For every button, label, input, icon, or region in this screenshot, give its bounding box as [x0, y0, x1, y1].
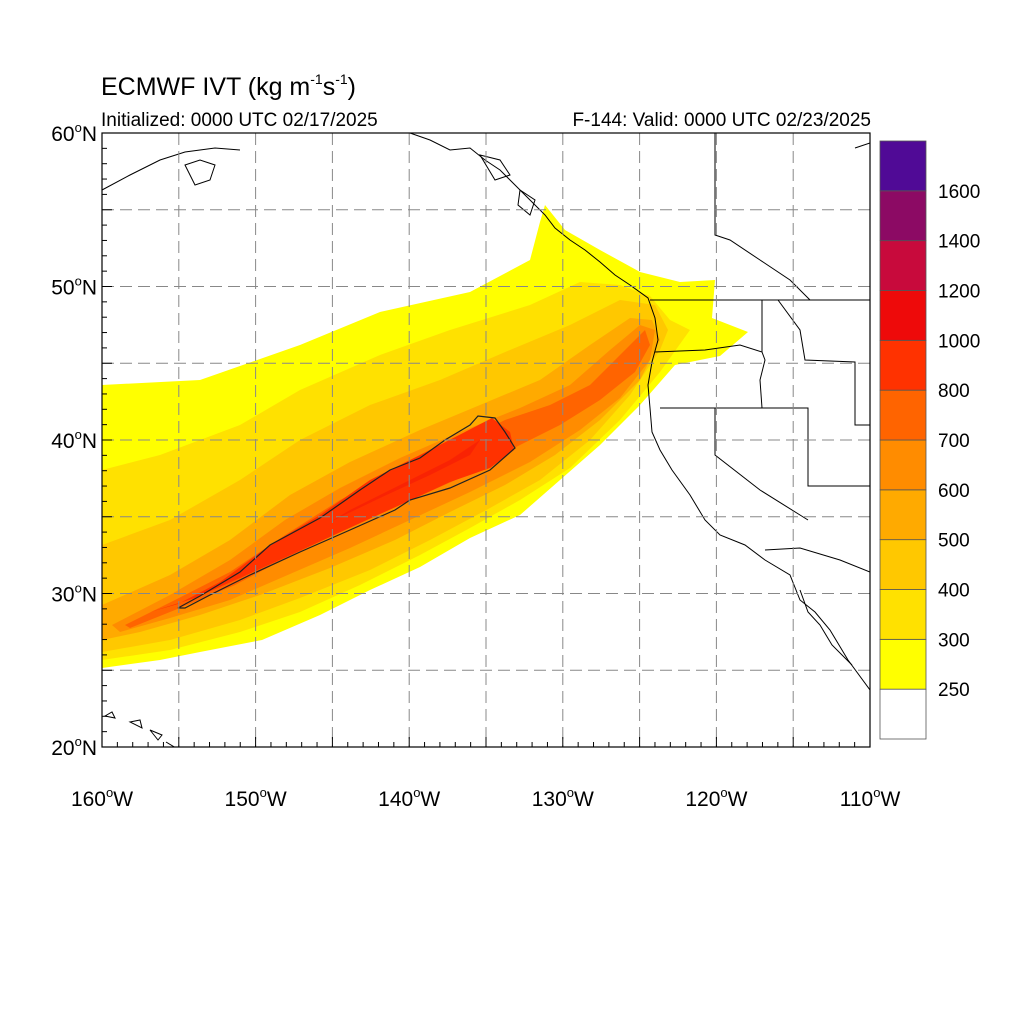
colorbar-swatch-5: [879, 439, 927, 491]
minor-ticks: [101, 132, 871, 748]
title-text-s: s: [322, 73, 336, 101]
lon-label-140: 140oW: [378, 785, 440, 811]
colorbar-label-800: 800: [938, 381, 970, 402]
lon-label-120: 120oW: [685, 785, 747, 811]
lon-label-150: 150oW: [225, 785, 287, 811]
colorbar-label-600: 600: [938, 481, 970, 502]
colorbar-swatch-8: [879, 290, 927, 341]
colorbar-swatch-10: [879, 190, 927, 242]
lon-label-160: 160oW: [71, 785, 133, 811]
colorbar-swatch-3: [879, 539, 927, 590]
colorbar-label-1200: 1200: [938, 282, 980, 303]
colorbar-label-400: 400: [938, 581, 970, 602]
initialized-label: Initialized: 0000 UTC 02/17/2025: [101, 110, 378, 131]
lat-label-40: 40oN: [51, 427, 97, 453]
colorbar-label-1600: 1600: [938, 182, 980, 203]
colorbar-swatch-7: [879, 339, 927, 391]
colorbar-label-700: 700: [938, 431, 970, 452]
lat-label-20: 20oN: [51, 734, 97, 760]
colorbar-swatch-2: [879, 589, 927, 640]
title-text: ECMWF IVT (kg m: [101, 73, 311, 101]
colorbar-label-250: 250: [938, 680, 970, 701]
colorbar: 250 300 400 500 600 700 800 1000 1200 1400 1600: [879, 140, 980, 740]
longitude-labels: 160oW 150oW 140oW 130oW 120oW 110oW: [71, 785, 901, 811]
colorbar-label-500: 500: [938, 531, 970, 552]
colorbar-swatch-11: [879, 140, 927, 192]
colorbar-swatch-9: [879, 240, 927, 291]
lat-label-30: 30oN: [51, 581, 97, 607]
colorbar-swatch-0: [879, 688, 927, 740]
colorbar-label-1400: 1400: [938, 232, 980, 253]
lon-label-110: 110oW: [840, 785, 901, 811]
graticule: [102, 133, 870, 747]
title-exponent-1: -1: [310, 71, 323, 87]
ivt-contour: [177, 415, 516, 609]
colorbar-swatch-6: [879, 389, 927, 441]
ivt-band-1000: [300, 440, 480, 540]
valid-time-label: F-144: Valid: 0000 UTC 02/23/2025: [572, 110, 871, 131]
lat-label-50: 50oN: [51, 274, 97, 300]
ivt-shading: [102, 205, 748, 668]
chart-title: ECMWF IVT (kg m-1s-1): [101, 72, 356, 102]
colorbar-label-1000: 1000: [938, 331, 980, 352]
lon-label-130: 130oW: [532, 785, 594, 811]
title-close: ): [347, 73, 356, 101]
latitude-labels: 60oN 50oN 40oN 30oN 20oN: [51, 120, 97, 760]
title-exponent-2: -1: [335, 71, 348, 87]
colorbar-swatch-4: [879, 489, 927, 541]
colorbar-label-300: 300: [938, 630, 970, 651]
colorbar-swatch-1: [879, 638, 927, 690]
lat-label-60: 60oN: [51, 120, 97, 146]
